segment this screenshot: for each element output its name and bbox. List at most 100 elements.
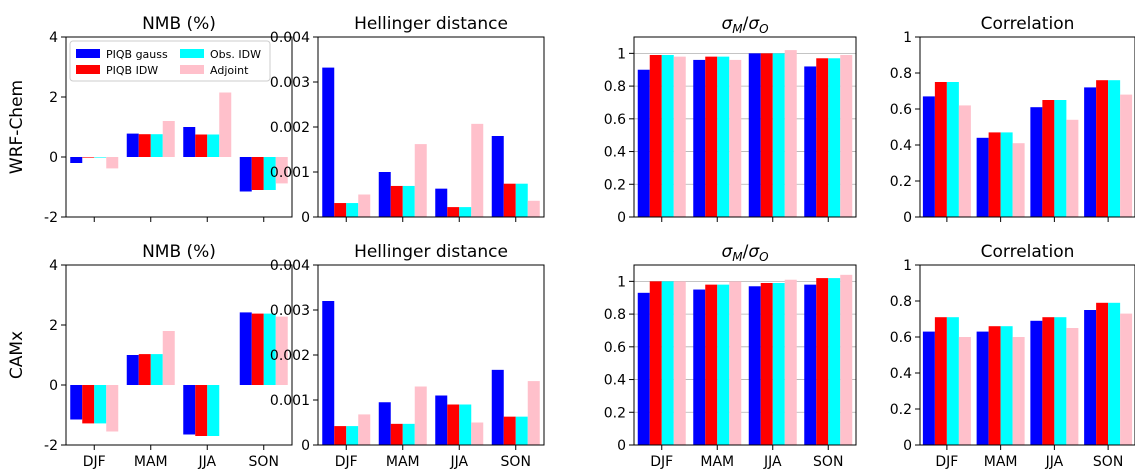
- x-tick-label: MAM: [386, 454, 420, 469]
- bar-piqb-gauss-djf: [70, 157, 83, 163]
- bar-adjoint-son: [840, 55, 853, 217]
- bar-piqb-idw-mam: [705, 56, 718, 217]
- bar-piqb-gauss-son: [804, 66, 817, 217]
- x-tick-label: SON: [1093, 454, 1123, 469]
- bar-adjoint-jja: [219, 92, 232, 157]
- bar-obs-idw-jja: [772, 283, 785, 445]
- bar-piqb-gauss-djf: [922, 331, 935, 445]
- bar-obs-idw-djf: [94, 385, 107, 424]
- bar-piqb-idw-son: [1096, 302, 1109, 445]
- x-tick-label: DJF: [335, 454, 358, 469]
- bar-piqb-gauss-son: [804, 284, 817, 445]
- y-tick-label: 0: [49, 150, 58, 166]
- bar-piqb-gauss-djf: [322, 301, 335, 445]
- y-tick-label: 0.4: [604, 145, 626, 161]
- bar-piqb-idw-son: [816, 278, 829, 445]
- bar-piqb-gauss-mam: [126, 355, 139, 385]
- y-tick-label: 2: [49, 318, 58, 334]
- bar-adjoint-mam: [162, 331, 175, 385]
- bar-piqb-gauss-jja: [748, 53, 761, 217]
- bar-piqb-idw-son: [503, 416, 516, 445]
- bar-adjoint-son: [275, 316, 288, 385]
- axes-frame: [65, 36, 293, 218]
- bar-piqb-idw-djf: [934, 82, 947, 217]
- bar-piqb-idw-jja: [1042, 317, 1055, 445]
- y-tick-label: 0.001: [270, 165, 310, 181]
- legend-swatch-piqb-idw: [76, 65, 100, 74]
- bar-piqb-gauss-djf: [922, 96, 935, 217]
- bar-piqb-gauss-djf: [322, 67, 335, 217]
- bar-piqb-gauss-mam: [378, 172, 391, 217]
- bar-piqb-gauss-djf: [637, 292, 650, 445]
- y-tick-label: 0: [301, 210, 310, 226]
- bar-piqb-gauss-jja: [435, 188, 448, 217]
- bar-adjoint-jja: [471, 123, 484, 217]
- panel-sigma-ratio-r2: 0 0.2 0.4 0.6 0.8 1 DJF MAM JJA SON σM/σO: [604, 242, 857, 469]
- panel-nmb-r1: -2 0 2 4 NMB (%) PIQB gauss PIQB IDW Obs. IDW Ad…: [44, 14, 293, 226]
- chart-title: σM/σO: [721, 14, 768, 36]
- bar-obs-idw-jja: [207, 385, 220, 436]
- bar-obs-idw-mam: [402, 423, 415, 445]
- bar-obs-idw-mam: [1000, 132, 1013, 217]
- bar-adjoint-son: [1120, 94, 1133, 217]
- x-tick-label: SON: [249, 454, 279, 469]
- bar-adjoint-son: [275, 157, 288, 184]
- y-tick-label: 4: [49, 258, 58, 274]
- axes-frame: [633, 264, 857, 446]
- panel-sigma-ratio-r1: 0 0.2 0.4 0.6 0.8 1 σM/σO: [604, 14, 857, 226]
- x-tick-label: MAM: [984, 454, 1018, 469]
- x-tick-label: MAM: [700, 454, 734, 469]
- bar-piqb-gauss-mam: [693, 59, 706, 217]
- bar-piqb-idw-son: [251, 313, 264, 385]
- bar-piqb-gauss-jja: [1030, 107, 1043, 217]
- y-tick-label: 0.003: [270, 303, 310, 319]
- bar-obs-idw-mam: [717, 284, 730, 445]
- bar-adjoint-son: [840, 274, 853, 445]
- legend-swatch-obs-idw: [180, 49, 204, 58]
- y-tick-label: 0.8: [890, 294, 912, 310]
- bar-piqb-idw-djf: [334, 203, 347, 217]
- bar-adjoint-son: [527, 381, 540, 445]
- bar-obs-idw-son: [828, 58, 841, 217]
- bar-piqb-idw-mam: [390, 423, 403, 445]
- bar-obs-idw-mam: [717, 56, 730, 217]
- bar-piqb-idw-son: [1096, 80, 1109, 217]
- y-tick-label: 2: [49, 90, 58, 106]
- bar-obs-idw-djf: [946, 317, 959, 445]
- bar-obs-idw-son: [1108, 302, 1121, 445]
- panel-nmb-r2: -2 0 2 4 DJF MAM JJA SON NMB (%): [44, 242, 293, 469]
- legend-label-obs-idw: Obs. IDW: [210, 48, 261, 61]
- y-tick-label: 0: [903, 210, 912, 226]
- bar-obs-idw-son: [828, 278, 841, 445]
- bar-piqb-idw-jja: [447, 404, 460, 445]
- bar-adjoint-mam: [729, 281, 742, 445]
- bar-obs-idw-mam: [150, 354, 163, 385]
- bar-piqb-idw-son: [503, 183, 516, 217]
- chart-title: Hellinger distance: [354, 242, 508, 262]
- y-tick-label: 0.8: [604, 307, 626, 323]
- y-tick-label: 0.002: [270, 348, 310, 364]
- axes-frame: [919, 36, 1135, 218]
- bar-obs-idw-son: [1108, 80, 1121, 217]
- legend-swatch-piqb-gauss: [76, 49, 100, 58]
- bar-adjoint-jja: [1066, 328, 1079, 445]
- bar-adjoint-djf: [673, 281, 686, 445]
- bar-obs-idw-son: [263, 157, 276, 190]
- bar-piqb-gauss-mam: [976, 137, 989, 217]
- y-tick-label: 1: [903, 258, 912, 274]
- bar-piqb-gauss-jja: [183, 385, 196, 435]
- axes-frame: [65, 264, 293, 446]
- y-tick-label: 0.6: [604, 112, 626, 128]
- y-tick-label: 0.2: [890, 174, 912, 190]
- x-tick-label: JJA: [1045, 454, 1064, 469]
- bar-obs-idw-jja: [772, 53, 785, 217]
- bar-piqb-idw-jja: [1042, 100, 1055, 217]
- y-tick-label: 0.2: [890, 402, 912, 418]
- y-tick-label: -2: [44, 210, 58, 226]
- y-tick-label: 0: [617, 210, 626, 226]
- bar-piqb-idw-djf: [934, 317, 947, 445]
- y-tick-label: 0.001: [270, 393, 310, 409]
- bar-piqb-gauss-son: [491, 369, 504, 445]
- panel-hellinger-distance-r2: 0 0.001 0.002 0.003 0.004 DJF MAM JJA SON Helling…: [270, 242, 545, 469]
- bar-piqb-idw-djf: [334, 426, 347, 445]
